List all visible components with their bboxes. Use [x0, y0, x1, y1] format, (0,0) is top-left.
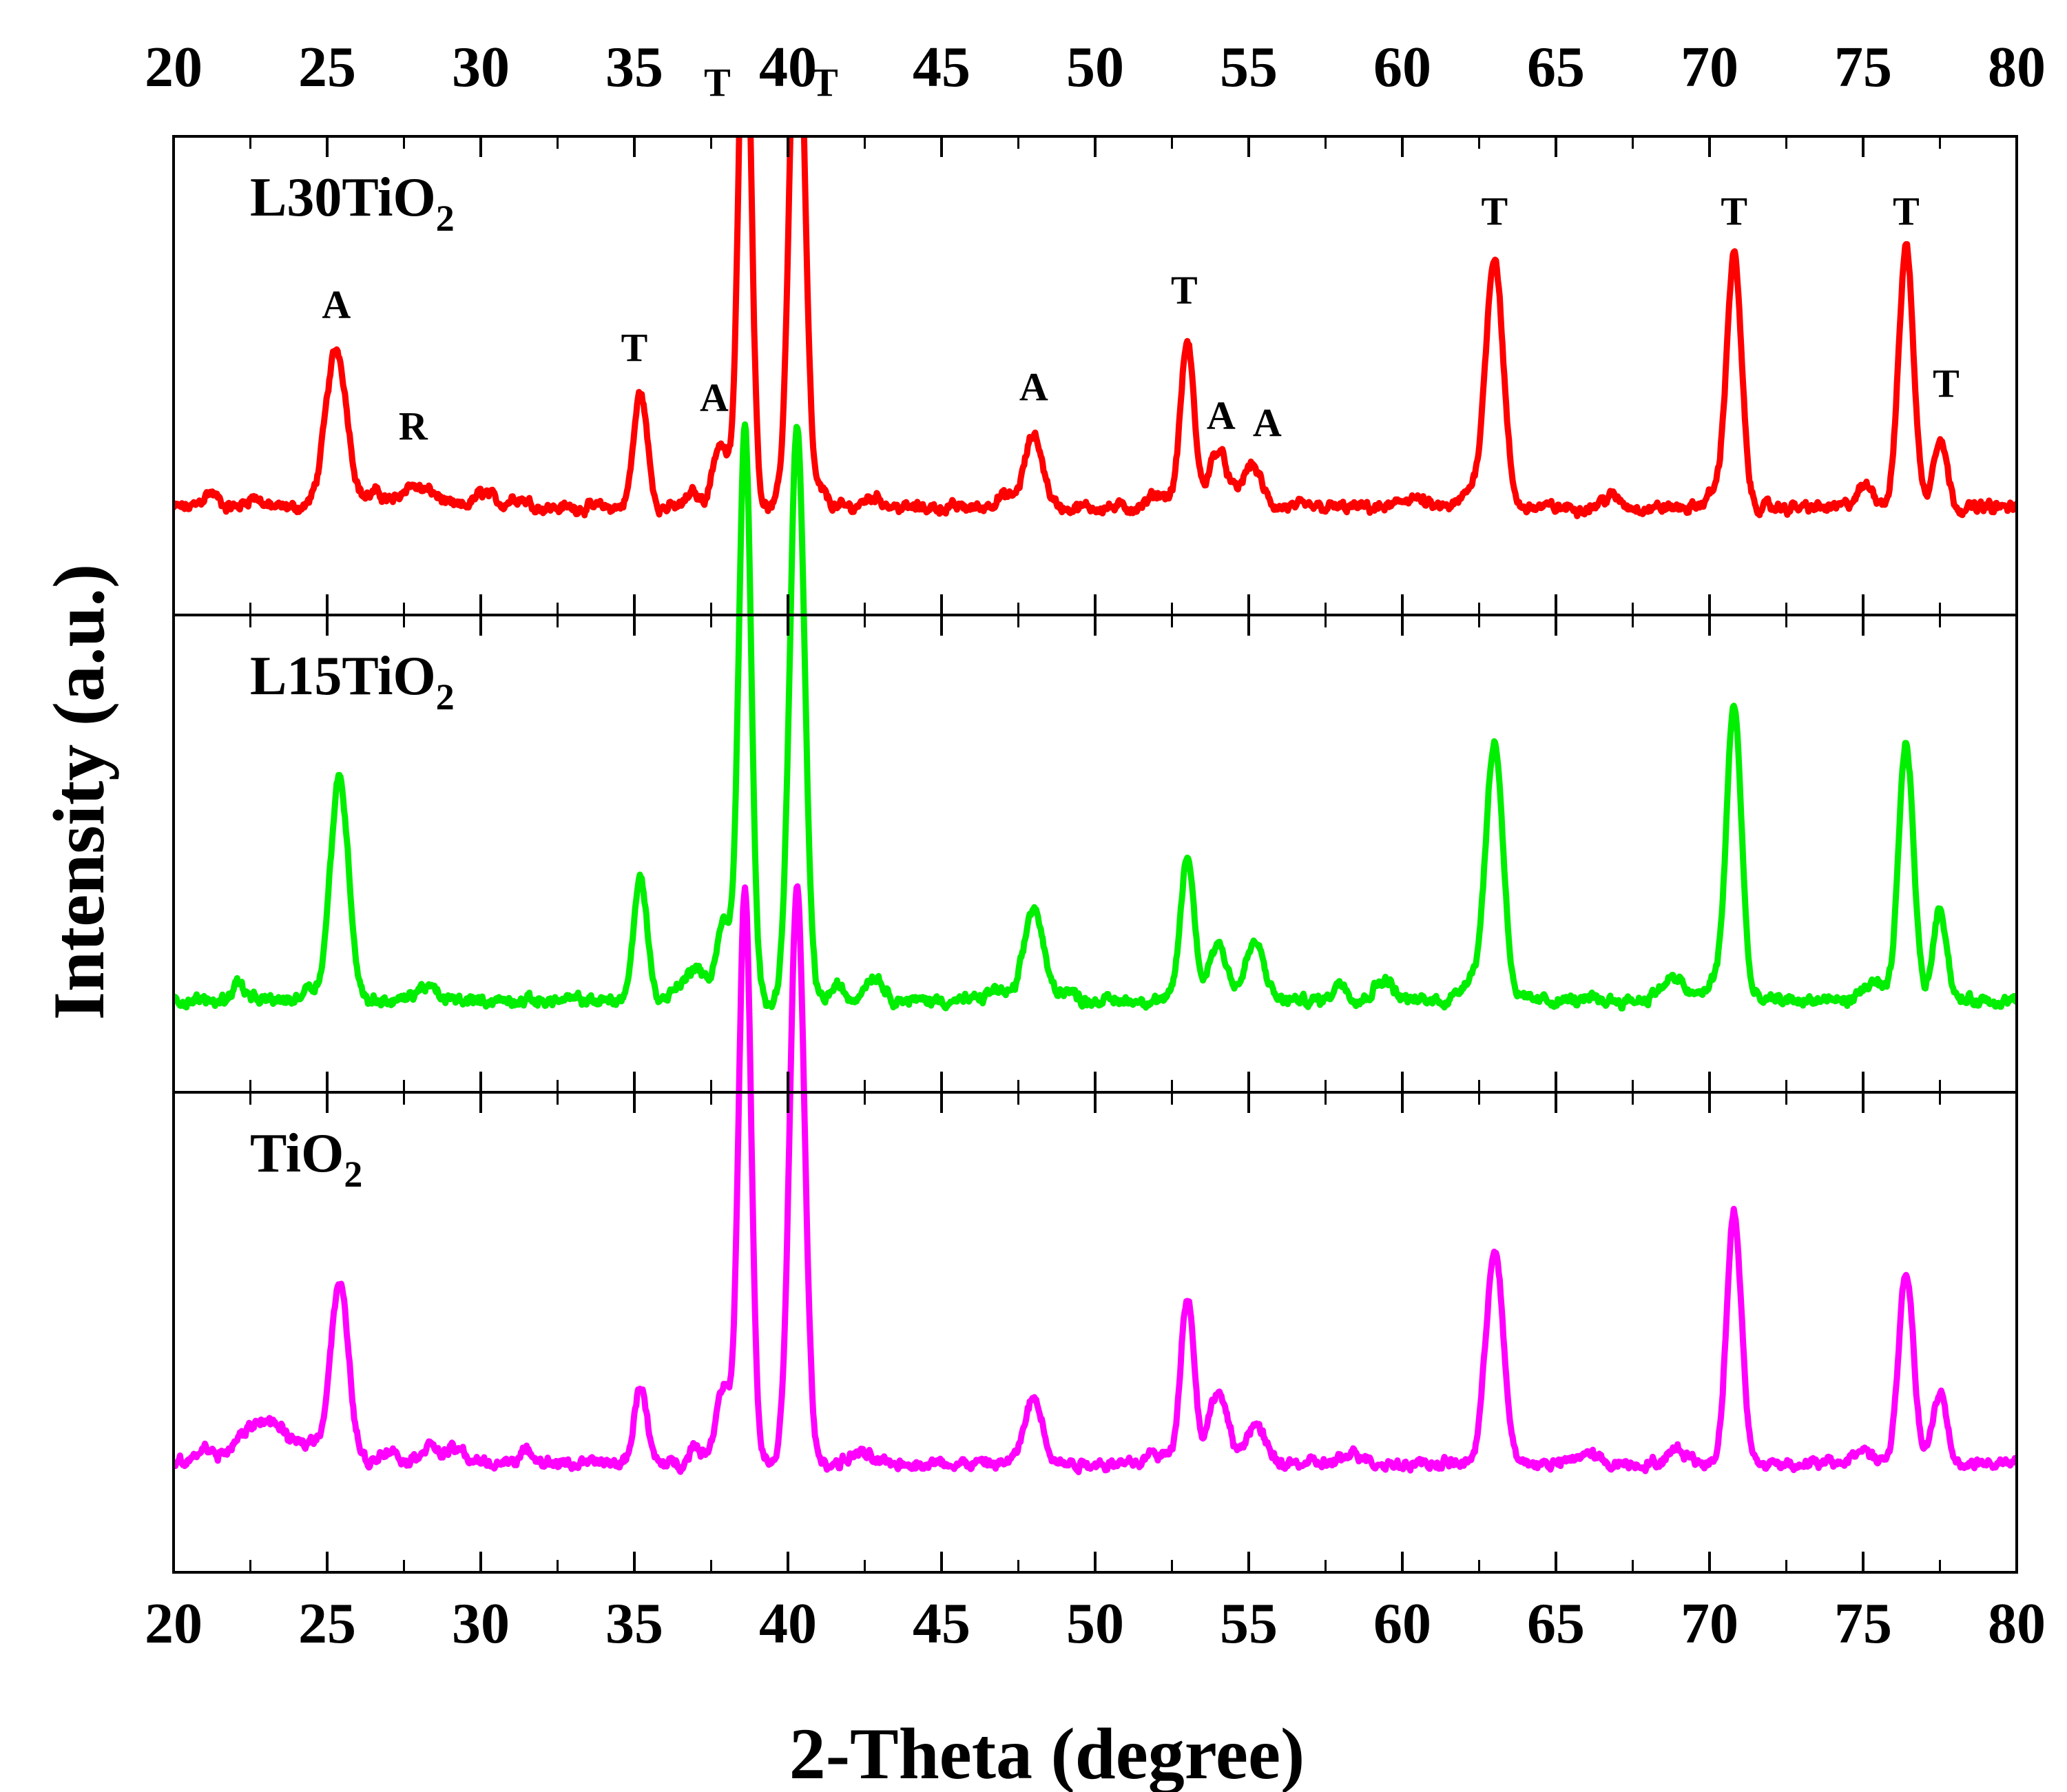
- x-tick-label-bottom: 65: [1527, 1592, 1585, 1656]
- peak-label: A: [1207, 393, 1236, 438]
- peak-label: R: [399, 404, 428, 448]
- peak-label: A: [700, 375, 729, 420]
- x-tick-label-bottom: 35: [605, 1592, 663, 1656]
- x-axis-title: 2-Theta (degree): [789, 1713, 1305, 1792]
- x-tick-label-top: 70: [1681, 35, 1738, 99]
- x-tick-label-bottom: 75: [1834, 1592, 1892, 1656]
- peak-label: A: [1019, 364, 1048, 409]
- x-tick-label-bottom: 60: [1373, 1592, 1431, 1656]
- panel-labels-layer: L30TiO2 L15TiO2 TiO2: [250, 167, 455, 1195]
- x-tick-label-top: 40: [759, 35, 817, 99]
- peak-label: T: [704, 60, 731, 105]
- x-tick-label-top: 20: [145, 35, 202, 99]
- x-tick-label-bottom: 25: [298, 1592, 356, 1656]
- x-tick-label-top: 30: [452, 35, 510, 99]
- peak-label: T: [1721, 189, 1747, 233]
- tick-labels-layer: 20 20 25 25 30 30 35 35 40 40 45 45 50 50 55 55 60 60 65 65…: [145, 35, 2046, 1656]
- panel-label-L30TiO2: L30TiO2: [250, 167, 455, 239]
- peak-label: A: [1253, 400, 1282, 445]
- ticks-layer: [172, 136, 2018, 1572]
- x-tick-label-top: 35: [605, 35, 663, 99]
- x-tick-label-bottom: 50: [1066, 1592, 1124, 1656]
- x-tick-label-top: 55: [1220, 35, 1278, 99]
- x-tick-label-bottom: 70: [1681, 1592, 1738, 1656]
- x-tick-label-top: 65: [1527, 35, 1585, 99]
- peak-label: T: [621, 325, 648, 370]
- x-tick-label-bottom: 55: [1220, 1592, 1278, 1656]
- y-axis-title: Intensity (a.u.): [39, 564, 119, 1021]
- peak-label: T: [1893, 189, 1920, 233]
- x-tick-label-top: 50: [1066, 35, 1124, 99]
- peak-label: T: [1933, 361, 1960, 406]
- series-line-L30TiO2: [174, 138, 2017, 519]
- x-tick-label-top: 80: [1988, 35, 2046, 99]
- x-tick-label-top: 60: [1373, 35, 1431, 99]
- x-tick-label-top: 25: [298, 35, 356, 99]
- x-tick-label-bottom: 40: [759, 1592, 817, 1656]
- series-line-L15TiO2: [174, 421, 2017, 1012]
- x-tick-label-bottom: 45: [913, 1592, 970, 1656]
- x-tick-label-bottom: 20: [145, 1592, 202, 1656]
- series-line-TiO2: [174, 883, 2017, 1475]
- peak-label: T: [1481, 189, 1508, 233]
- panel-label-L15TiO2: L15TiO2: [250, 646, 455, 718]
- x-tick-label-bottom: 30: [452, 1592, 510, 1656]
- x-tick-label-bottom: 80: [1988, 1592, 2046, 1656]
- peak-label: T: [811, 60, 838, 105]
- peak-label: A: [322, 282, 351, 326]
- x-tick-label-top: 75: [1834, 35, 1892, 99]
- panel-label-TiO2: TiO2: [250, 1123, 362, 1195]
- x-tick-label-top: 45: [913, 35, 970, 99]
- series-layer: [174, 138, 2017, 1475]
- peak-label: T: [1171, 268, 1198, 313]
